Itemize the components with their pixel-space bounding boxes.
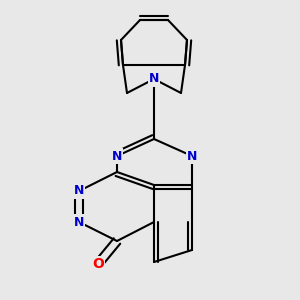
Text: N: N bbox=[74, 215, 84, 229]
Text: N: N bbox=[74, 184, 84, 197]
Text: N: N bbox=[187, 149, 197, 163]
Text: N: N bbox=[149, 73, 159, 85]
Text: O: O bbox=[92, 257, 104, 271]
Text: N: N bbox=[112, 149, 122, 163]
